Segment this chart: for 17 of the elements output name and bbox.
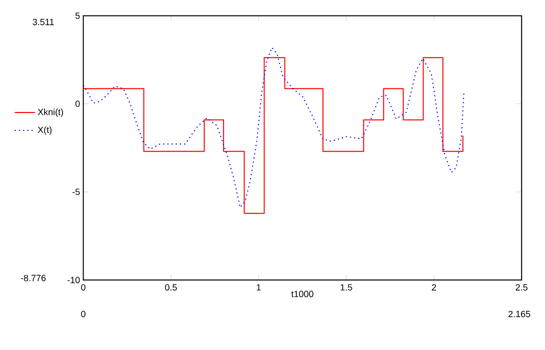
y-tick-label: -10 — [68, 276, 80, 284]
x-tick-label: 1 — [256, 284, 261, 290]
y-tick-label: 0 — [75, 100, 80, 107]
x-tick-label: 0.5 — [165, 284, 177, 291]
legend-label: Xkni(t) — [38, 108, 64, 117]
x-tick-label: 2 — [432, 284, 436, 290]
text: 2.165 — [508, 310, 530, 318]
text: -8.776 — [20, 274, 46, 282]
x-tick-label: 2.5 — [516, 284, 528, 291]
y-tick-label: -5 — [72, 188, 80, 196]
text: 0 — [81, 310, 86, 318]
x-axis-title: t1000 — [291, 290, 314, 298]
x-tick-label: 1.5 — [340, 284, 352, 290]
text: 3.511 — [32, 18, 54, 26]
y-tick-label: 5 — [75, 12, 80, 19]
x-tick-label: 0 — [81, 284, 86, 291]
legend-label: X(t) — [38, 126, 52, 135]
